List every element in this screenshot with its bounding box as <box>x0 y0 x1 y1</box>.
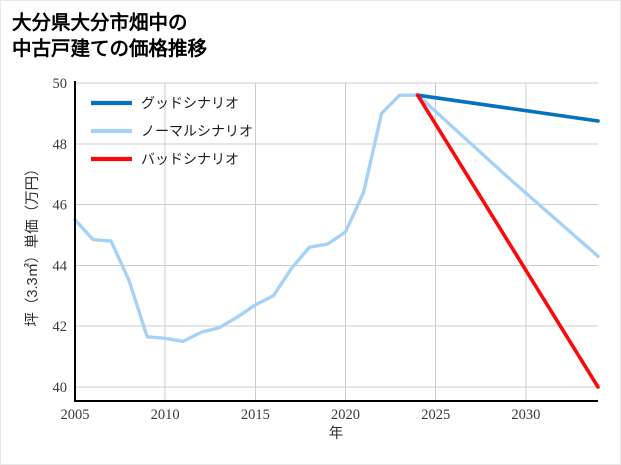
series-line <box>415 93 600 389</box>
y-tick-label: 46 <box>53 198 68 214</box>
x-axis-title: 年 <box>329 425 344 442</box>
x-tick-label: 2010 <box>151 407 180 423</box>
series-line <box>415 93 600 123</box>
x-tick-label: 2020 <box>331 407 360 423</box>
x-tick-label: 2015 <box>241 407 270 423</box>
y-tick-label: 50 <box>53 76 68 92</box>
series-line <box>73 93 600 344</box>
axis-lines <box>73 81 598 403</box>
y-tick-label: 42 <box>53 319 68 335</box>
y-axis-title: 坪（3.3㎡）単価（万円） <box>24 161 41 326</box>
y-tick-label: 40 <box>53 380 68 396</box>
legend-label: グッドシナリオ <box>141 95 239 111</box>
y-tick-label: 44 <box>53 258 68 274</box>
y-tick-label: 48 <box>53 137 68 153</box>
x-tick-label: 2005 <box>61 407 90 423</box>
page-title: 大分県大分市畑中の 中古戸建ての価格推移 <box>12 12 208 60</box>
x-axis-tick-labels: 2005 2010 2015 2020 2025 2030 <box>61 407 541 423</box>
legend-label: ノーマルシナリオ <box>141 123 253 139</box>
legend-label: バッドシナリオ <box>141 151 239 167</box>
x-tick-label: 2025 <box>421 407 450 423</box>
x-tick-label: 2030 <box>511 407 540 423</box>
y-axis-tick-labels: 40 42 44 46 48 50 <box>53 76 68 396</box>
series-lines <box>73 93 600 389</box>
